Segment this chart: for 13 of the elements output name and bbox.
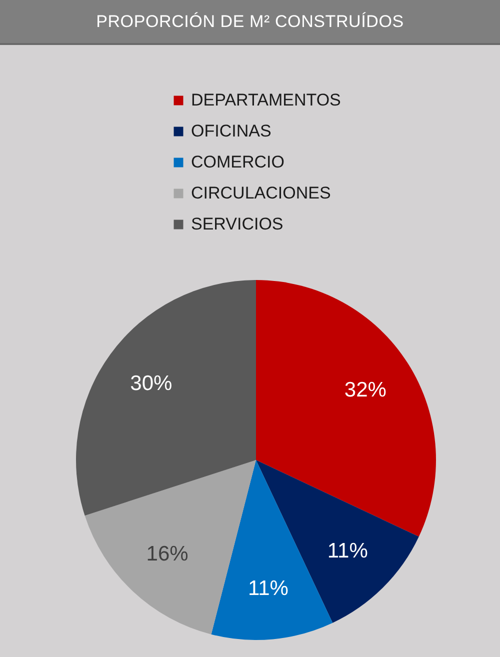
legend-label: SERVICIOS: [191, 214, 284, 234]
legend-label: OFICINAS: [191, 122, 272, 140]
pie-slice: [256, 280, 436, 537]
legend-label: DEPARTAMENTOS: [191, 90, 341, 110]
data-label: 32%: [344, 378, 386, 402]
data-label: 11%: [327, 540, 368, 563]
legend-label: COMERCIO: [191, 152, 284, 172]
data-label: 30%: [130, 372, 172, 395]
chart-title: PROPORCIÓN DE M² CONSTRUÍDOS: [0, 0, 500, 45]
data-label: 11%: [248, 577, 288, 600]
pie-slice: [76, 280, 256, 516]
data-label: 16%: [146, 542, 188, 566]
legend-label: CIRCULACIONES: [191, 184, 331, 202]
